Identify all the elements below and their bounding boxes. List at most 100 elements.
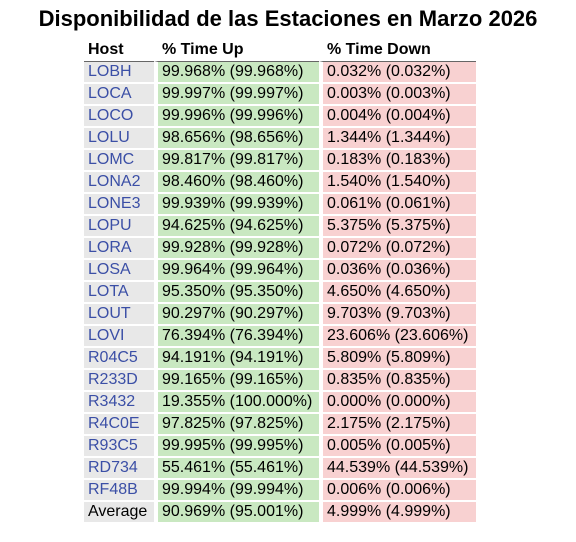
time-up-cell: 99.939% (99.939%)	[154, 194, 319, 216]
time-down-cell: 0.000% (0.000%)	[319, 392, 476, 414]
host-link[interactable]: LOLU	[88, 129, 130, 146]
time-down-cell: 0.072% (0.072%)	[319, 238, 476, 260]
page-title: Disponibilidad de las Estaciones en Marz…	[38, 6, 538, 31]
table-row: LOSA 99.964% (99.964%) 0.036% (0.036%)	[84, 260, 476, 282]
time-up-cell: 99.968% (99.968%)	[154, 62, 319, 84]
table-row: LOBH 99.968% (99.968%) 0.032% (0.032%)	[84, 62, 476, 84]
host-link[interactable]: LOTA	[88, 283, 129, 300]
table-row: R233D 99.165% (99.165%) 0.835% (0.835%)	[84, 370, 476, 392]
host-link[interactable]: R04C5	[88, 349, 138, 366]
table-row: LOLU 98.656% (98.656%) 1.344% (1.344%)	[84, 128, 476, 150]
host-link[interactable]: LONA2	[88, 173, 141, 190]
time-up-cell: 99.964% (99.964%)	[154, 260, 319, 282]
host-link[interactable]: LOCO	[88, 107, 134, 124]
host-link[interactable]: LOMC	[88, 151, 135, 168]
time-down-cell: 44.539% (44.539%)	[319, 458, 476, 480]
host-cell: LOSA	[84, 260, 154, 282]
table-row: R4C0E 97.825% (97.825%) 2.175% (2.175%)	[84, 414, 476, 436]
host-link[interactable]: LONE3	[88, 195, 141, 212]
host-link[interactable]: RD734	[88, 459, 138, 476]
time-down-cell: 1.540% (1.540%)	[319, 172, 476, 194]
time-up-cell: 99.995% (99.995%)	[154, 436, 319, 458]
host-cell: LOBH	[84, 62, 154, 84]
table-row: LONE3 99.939% (99.939%) 0.061% (0.061%)	[84, 194, 476, 216]
time-up-cell: 99.817% (99.817%)	[154, 150, 319, 172]
host-link[interactable]: R93C5	[88, 437, 138, 454]
time-up-cell: 97.825% (97.825%)	[154, 414, 319, 436]
average-label: Average	[84, 502, 154, 524]
table-row: R93C5 99.995% (99.995%) 0.005% (0.005%)	[84, 436, 476, 458]
host-cell: R04C5	[84, 348, 154, 370]
host-link[interactable]: RF48B	[88, 481, 138, 498]
table-row: LOMC 99.817% (99.817%) 0.183% (0.183%)	[84, 150, 476, 172]
time-down-cell: 0.183% (0.183%)	[319, 150, 476, 172]
time-up-cell: 94.191% (94.191%)	[154, 348, 319, 370]
host-link[interactable]: LOCA	[88, 85, 132, 102]
host-cell: LONA2	[84, 172, 154, 194]
table-header-row: Host % Time Up % Time Down	[84, 39, 476, 62]
table-row: LORA 99.928% (99.928%) 0.072% (0.072%)	[84, 238, 476, 260]
time-up-cell: 99.996% (99.996%)	[154, 106, 319, 128]
time-up-cell: 19.355% (100.000%)	[154, 392, 319, 414]
time-up-cell: 55.461% (55.461%)	[154, 458, 319, 480]
time-down-cell: 0.061% (0.061%)	[319, 194, 476, 216]
time-up-cell: 99.994% (99.994%)	[154, 480, 319, 502]
time-down-cell: 4.650% (4.650%)	[319, 282, 476, 304]
host-link[interactable]: LOSA	[88, 261, 131, 278]
time-down-cell: 1.344% (1.344%)	[319, 128, 476, 150]
time-down-cell: 23.606% (23.606%)	[319, 326, 476, 348]
time-down-cell: 0.006% (0.006%)	[319, 480, 476, 502]
table-row: RF48B 99.994% (99.994%) 0.006% (0.006%)	[84, 480, 476, 502]
average-time-up: 90.969% (95.001%)	[154, 502, 319, 524]
time-down-cell: 0.835% (0.835%)	[319, 370, 476, 392]
host-link[interactable]: R3432	[88, 393, 136, 410]
table-row: LOCA 99.997% (99.997%) 0.003% (0.003%)	[84, 84, 476, 106]
host-cell: RD734	[84, 458, 154, 480]
time-up-cell: 98.656% (98.656%)	[154, 128, 319, 150]
time-down-cell: 5.375% (5.375%)	[319, 216, 476, 238]
time-up-cell: 99.928% (99.928%)	[154, 238, 319, 260]
host-cell: LOVI	[84, 326, 154, 348]
host-cell: LONE3	[84, 194, 154, 216]
host-link[interactable]: LOVI	[88, 327, 125, 344]
time-down-cell: 5.809% (5.809%)	[319, 348, 476, 370]
time-up-cell: 99.165% (99.165%)	[154, 370, 319, 392]
host-cell: R3432	[84, 392, 154, 414]
host-cell: R233D	[84, 370, 154, 392]
host-cell: LOCO	[84, 106, 154, 128]
time-down-cell: 0.004% (0.004%)	[319, 106, 476, 128]
table-row: LOCO 99.996% (99.996%) 0.004% (0.004%)	[84, 106, 476, 128]
host-link[interactable]: R4C0E	[88, 415, 140, 432]
host-link[interactable]: LORA	[88, 239, 132, 256]
time-down-cell: 2.175% (2.175%)	[319, 414, 476, 436]
time-up-cell: 90.297% (90.297%)	[154, 304, 319, 326]
table-row: LOUT 90.297% (90.297%) 9.703% (9.703%)	[84, 304, 476, 326]
table-row: LOPU 94.625% (94.625%) 5.375% (5.375%)	[84, 216, 476, 238]
host-link[interactable]: LOPU	[88, 217, 132, 234]
host-cell: R4C0E	[84, 414, 154, 436]
table-row: R3432 19.355% (100.000%) 0.000% (0.000%)	[84, 392, 476, 414]
host-link[interactable]: LOUT	[88, 305, 131, 322]
host-cell: LOMC	[84, 150, 154, 172]
column-header-host[interactable]: Host	[84, 39, 154, 62]
time-up-cell: 99.997% (99.997%)	[154, 84, 319, 106]
table-row: RD734 55.461% (55.461%) 44.539% (44.539%)	[84, 458, 476, 480]
table-body: LOBH 99.968% (99.968%) 0.032% (0.032%) LOCA…	[84, 62, 476, 502]
time-down-cell: 0.032% (0.032%)	[319, 62, 476, 84]
average-time-down: 4.999% (4.999%)	[319, 502, 476, 524]
host-link[interactable]: LOBH	[88, 63, 132, 80]
average-row: Average 90.969% (95.001%) 4.999% (4.999%…	[84, 502, 476, 524]
host-cell: LOPU	[84, 216, 154, 238]
column-header-time-down[interactable]: % Time Down	[319, 39, 476, 62]
column-header-time-up[interactable]: % Time Up	[154, 39, 319, 62]
table-row: LOTA 95.350% (95.350%) 4.650% (4.650%)	[84, 282, 476, 304]
time-down-cell: 0.036% (0.036%)	[319, 260, 476, 282]
host-cell: LORA	[84, 238, 154, 260]
time-up-cell: 94.625% (94.625%)	[154, 216, 319, 238]
availability-table: Host % Time Up % Time Down LOBH 99.968% (…	[84, 39, 476, 524]
host-cell: RF48B	[84, 480, 154, 502]
host-cell: LOUT	[84, 304, 154, 326]
host-cell: LOCA	[84, 84, 154, 106]
host-link[interactable]: R233D	[88, 371, 138, 388]
time-up-cell: 76.394% (76.394%)	[154, 326, 319, 348]
